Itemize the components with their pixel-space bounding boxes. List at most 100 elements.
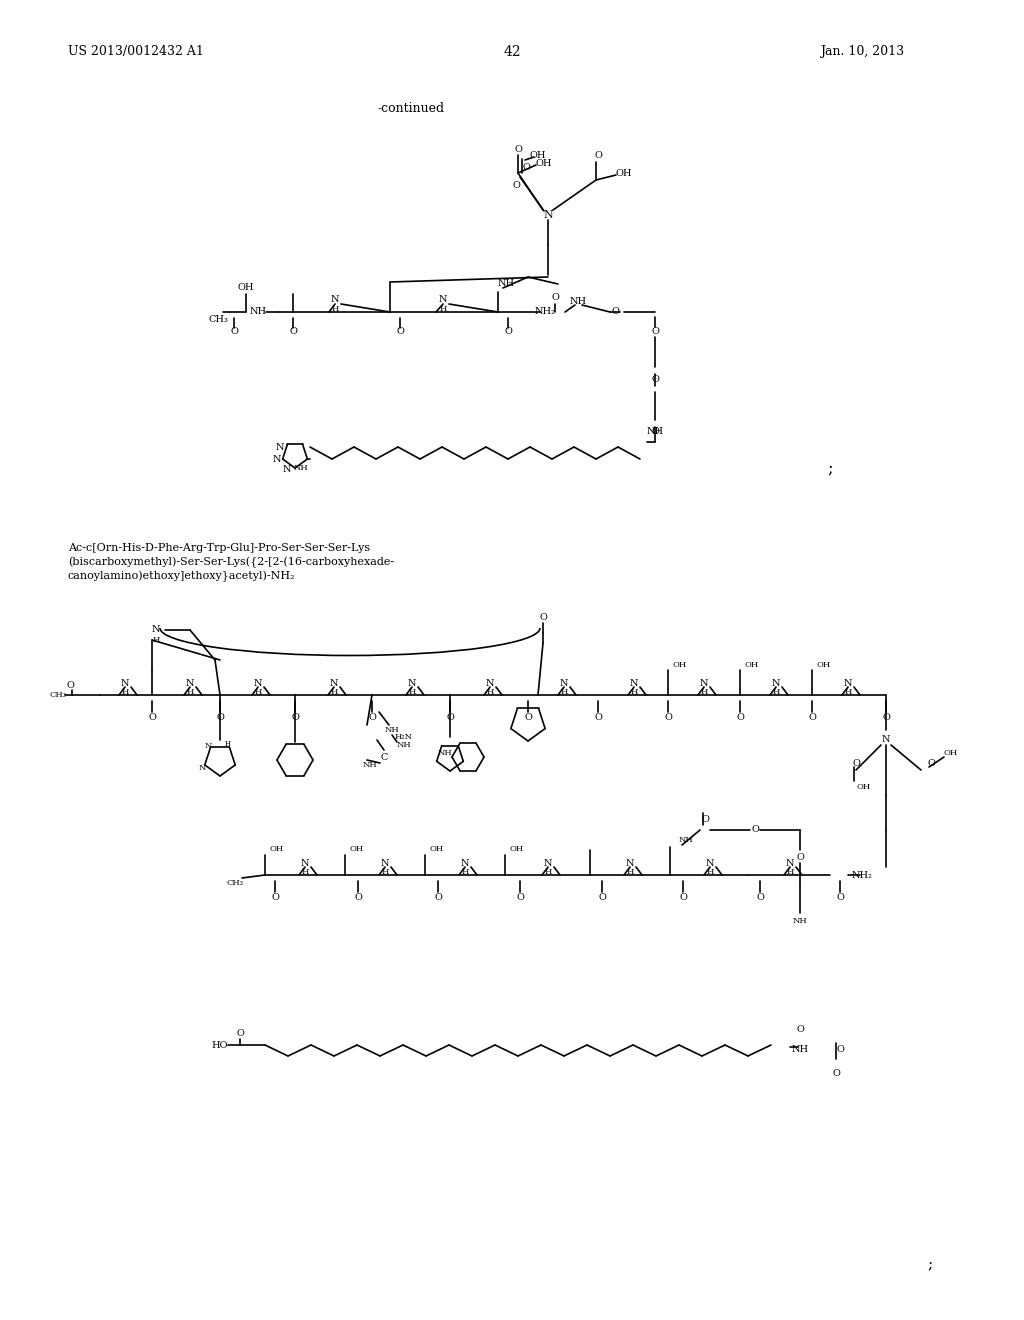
Text: 42: 42	[503, 45, 521, 59]
Text: O: O	[927, 759, 935, 767]
Text: H: H	[631, 688, 638, 696]
Text: N: N	[544, 858, 552, 867]
Text: OH: OH	[270, 845, 284, 853]
Text: OH: OH	[238, 282, 254, 292]
Text: OH: OH	[536, 158, 552, 168]
Text: O: O	[237, 1028, 244, 1038]
Text: CH₃: CH₃	[226, 879, 244, 887]
Text: Ac-c[Orn-His-D-Phe-Arg-Trp-Glu]-Pro-Ser-Ser-Ser-Lys: Ac-c[Orn-His-D-Phe-Arg-Trp-Glu]-Pro-Ser-…	[68, 543, 370, 553]
Text: H: H	[700, 688, 708, 696]
Text: H: H	[707, 869, 714, 876]
Text: H: H	[627, 869, 634, 876]
Text: N: N	[331, 296, 339, 305]
Text: O: O	[751, 825, 759, 834]
Text: O: O	[598, 892, 606, 902]
Text: N: N	[882, 735, 890, 744]
Text: N: N	[485, 678, 495, 688]
Text: O: O	[354, 892, 361, 902]
Text: OH: OH	[529, 152, 546, 161]
Text: H: H	[560, 688, 567, 696]
Text: H: H	[301, 869, 308, 876]
Text: O: O	[504, 327, 512, 337]
Text: H: H	[462, 869, 469, 876]
Text: N: N	[152, 626, 160, 635]
Text: N: N	[254, 678, 262, 688]
Text: O: O	[796, 1026, 804, 1035]
Text: O: O	[216, 713, 224, 722]
Text: O: O	[516, 892, 524, 902]
Text: NH: NH	[396, 741, 412, 748]
Text: OH: OH	[350, 845, 365, 853]
Text: NH: NH	[385, 726, 399, 734]
Text: O: O	[808, 713, 816, 722]
Text: N: N	[272, 454, 282, 463]
Text: H: H	[331, 688, 338, 696]
Text: N: N	[772, 678, 780, 688]
Text: N: N	[301, 858, 309, 867]
Text: N: N	[630, 678, 638, 688]
Text: canoylamino)ethoxy]ethoxy}acetyl)-NH₂: canoylamino)ethoxy]ethoxy}acetyl)-NH₂	[68, 570, 296, 582]
Text: H: H	[845, 688, 852, 696]
Text: N: N	[560, 678, 568, 688]
Text: O: O	[539, 612, 547, 622]
Text: H₂N: H₂N	[395, 733, 413, 741]
Text: NH: NH	[294, 465, 308, 473]
Text: NH: NH	[569, 297, 587, 306]
Text: OH: OH	[615, 169, 632, 177]
Text: H: H	[786, 869, 794, 876]
Text: NH: NH	[250, 308, 266, 317]
Text: O: O	[882, 713, 890, 722]
Text: OH: OH	[817, 661, 831, 669]
Text: N: N	[199, 764, 206, 772]
Text: O: O	[551, 293, 559, 301]
Text: H: H	[409, 688, 416, 696]
Text: N: N	[699, 678, 709, 688]
Text: H: H	[332, 305, 339, 313]
Text: O: O	[651, 327, 658, 337]
Text: N: N	[283, 465, 291, 474]
Text: O: O	[651, 375, 658, 384]
Text: OH: OH	[510, 845, 524, 853]
Text: N: N	[330, 678, 338, 688]
Text: NH₂: NH₂	[535, 308, 555, 317]
Text: N: N	[408, 678, 416, 688]
Text: HO: HO	[212, 1040, 228, 1049]
Text: N: N	[461, 858, 469, 867]
Text: Jan. 10, 2013: Jan. 10, 2013	[820, 45, 904, 58]
Text: US 2013/0012432 A1: US 2013/0012432 A1	[68, 45, 204, 58]
Text: CH₃: CH₃	[208, 315, 228, 325]
Text: N: N	[626, 858, 634, 867]
Text: (biscarboxymethyl)-Ser-Ser-Lys({2-[2-(16-carboxyhexade-: (biscarboxymethyl)-Ser-Ser-Lys({2-[2-(16…	[68, 556, 394, 568]
Text: N: N	[844, 678, 852, 688]
Text: NH₂: NH₂	[852, 870, 872, 879]
Text: CH₃: CH₃	[49, 690, 67, 700]
Text: O: O	[446, 713, 454, 722]
Text: O: O	[289, 327, 297, 337]
Text: H: H	[186, 688, 194, 696]
Text: O: O	[836, 892, 844, 902]
Text: N: N	[121, 678, 129, 688]
Text: O: O	[434, 892, 442, 902]
Text: O: O	[651, 428, 658, 437]
Text: O: O	[524, 713, 531, 722]
Text: NH: NH	[362, 762, 378, 770]
Text: O: O	[796, 853, 804, 862]
Text: N: N	[785, 858, 795, 867]
Text: NH: NH	[792, 1045, 809, 1055]
Text: H: H	[439, 305, 446, 313]
Text: H: H	[545, 869, 552, 876]
Text: H: H	[121, 688, 129, 696]
Text: O: O	[522, 164, 530, 173]
Text: H: H	[772, 688, 779, 696]
Text: N: N	[543, 210, 553, 220]
Text: N: N	[438, 296, 447, 305]
Text: O: O	[701, 816, 709, 825]
Text: NH: NH	[793, 917, 807, 925]
Text: O: O	[67, 681, 74, 689]
Text: O: O	[230, 327, 238, 337]
Text: O: O	[512, 181, 520, 190]
Text: O: O	[368, 713, 376, 722]
Text: H: H	[381, 869, 389, 876]
Text: O: O	[611, 308, 618, 317]
Text: OH: OH	[673, 661, 687, 669]
